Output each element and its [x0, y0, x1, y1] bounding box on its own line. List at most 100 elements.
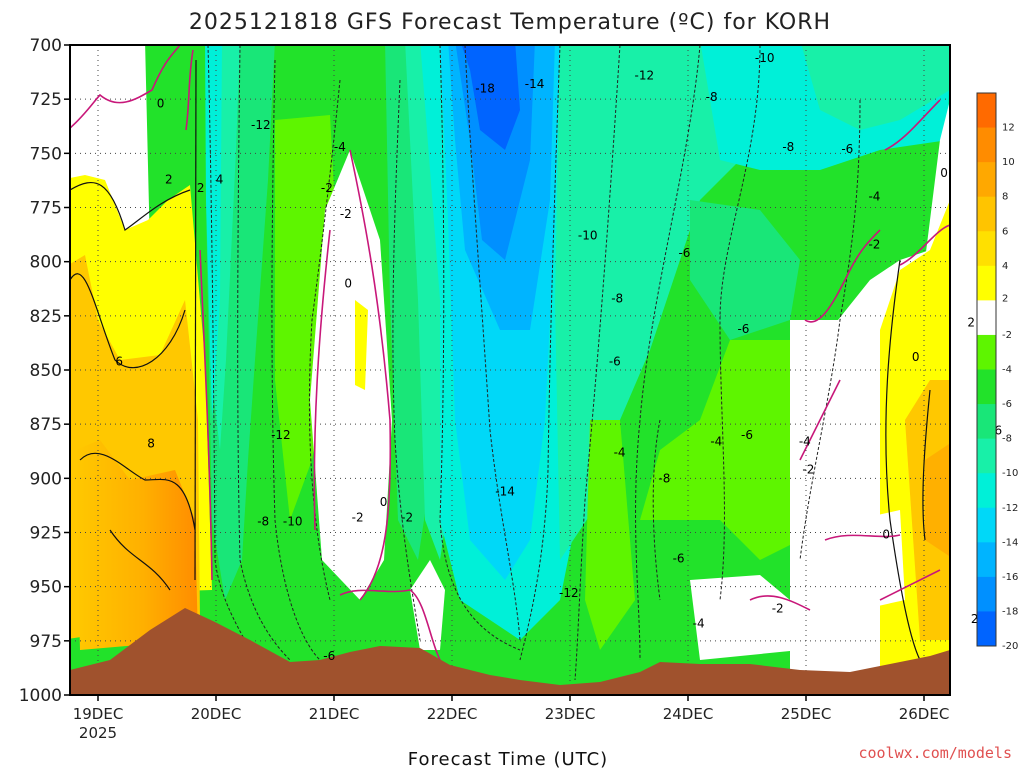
colorbar-swatch	[977, 369, 996, 405]
colorbar-label: -18	[1002, 606, 1018, 617]
colorbar-label: 2	[1002, 293, 1008, 304]
colorbar-label: 8	[1002, 192, 1008, 203]
x-tick-label: 19DEC	[73, 705, 124, 723]
colorbar-label: -10	[1002, 468, 1018, 479]
contour-label: -4	[868, 190, 880, 204]
colorbar-swatch	[977, 162, 996, 198]
colorbar-frame	[976, 92, 997, 647]
y-tick-label: 725	[30, 90, 62, 110]
contour-label: -4	[693, 617, 705, 631]
contour-label: 8	[147, 437, 155, 451]
y-tick-label: 825	[30, 307, 62, 327]
freezing-isotherms	[70, 45, 950, 661]
contour-label: -2	[802, 463, 814, 477]
y-tick-label: 925	[30, 524, 62, 544]
contour-label: 6	[995, 424, 1003, 438]
contour-label: -4	[799, 435, 811, 449]
y-tick-label: 775	[30, 199, 62, 219]
contour-label: -8	[611, 292, 623, 306]
colorbar-swatch	[977, 93, 996, 129]
colorbar-label: 12	[1002, 123, 1015, 134]
contour-label: 2	[165, 172, 173, 186]
contour-label: -2	[401, 510, 413, 524]
site-credit[interactable]: coolwx.com/models	[858, 744, 1012, 762]
contour-label: -12	[635, 68, 655, 82]
contour-label: 0	[380, 495, 388, 509]
contour-label: -2	[340, 207, 352, 221]
y-tick-label: 900	[30, 469, 62, 489]
colorbar-swatch	[977, 196, 996, 232]
contour-label: -6	[841, 142, 853, 156]
colorbar-swatch	[977, 231, 996, 267]
colorbar: 12 10 8 6 4 2 -2 -4 -6 -8 -10 -12 -14 -16 -18 -20	[976, 92, 1018, 652]
colorbar-swatch	[977, 404, 996, 440]
colorbar-swatch	[977, 438, 996, 474]
contour-label: -12	[559, 586, 579, 600]
colorbar-label: -12	[1002, 503, 1018, 514]
contour-label: -2	[321, 181, 333, 195]
contour-label: -6	[609, 354, 621, 368]
contour-label: 2	[197, 181, 205, 195]
contour-label: -6	[323, 649, 335, 663]
colorbar-label: -4	[1002, 365, 1012, 376]
y-tick-label: 750	[30, 144, 62, 164]
colorbar-label: -14	[1002, 537, 1018, 548]
contour-label: 0	[344, 276, 352, 290]
x-tick-label: 25DEC	[781, 705, 832, 723]
colorbar-swatch	[977, 127, 996, 163]
colorbar-swatch	[977, 576, 996, 612]
gridlines	[70, 44, 950, 696]
contour-label: -10	[283, 515, 303, 529]
contour-label: 0	[882, 528, 890, 542]
x-axis-title: Forecast Time (UTC)	[408, 749, 608, 768]
contour-label: -8	[782, 140, 794, 154]
terrain	[70, 608, 950, 695]
colorbar-swatch	[977, 265, 996, 301]
y-tick-label: 1000	[19, 686, 62, 706]
contour-label: -2	[772, 601, 784, 615]
x-tick-label: 20DEC	[191, 705, 242, 723]
contour-label: -12	[271, 428, 291, 442]
contour-label: -18	[475, 81, 495, 95]
contour-label: -2	[868, 237, 880, 251]
contour-label: -6	[741, 428, 753, 442]
colorbar-swatch	[977, 300, 996, 336]
contour-label: -6	[737, 322, 749, 336]
contour-label: -6	[678, 246, 690, 260]
colorbar-label: -16	[1002, 572, 1018, 583]
y-axis: 700 725 750 775 800 825 850 875 900 925 950 975 1000	[19, 36, 70, 706]
colorbar-swatch	[977, 611, 996, 647]
contour-label: -4	[334, 140, 346, 154]
temperature-field	[70, 45, 950, 695]
x-tick-label: 21DEC	[309, 705, 360, 723]
contour-label: -4	[614, 445, 626, 459]
x-axis-year: 2025	[79, 724, 117, 742]
x-axis: 19DEC 20DEC 21DEC 22DEC 23DEC 24DEC 25DEC 26DEC	[73, 695, 949, 723]
y-tick-label: 875	[30, 415, 62, 435]
contour-label: -6	[673, 552, 685, 566]
colorbar-label: -20	[1002, 641, 1018, 652]
colorbar-label: 10	[1002, 157, 1015, 168]
colorbar-label: -6	[1002, 399, 1012, 410]
contour-label: -10	[755, 51, 775, 65]
contour-label: -8	[257, 515, 269, 529]
contour-label: -10	[578, 229, 598, 243]
contour-label: 2	[971, 612, 979, 626]
contour-label: 2	[967, 315, 975, 329]
contour-label: 6	[115, 354, 123, 368]
contour-label: -12	[251, 118, 271, 132]
colorbar-swatch	[977, 542, 996, 578]
contour-label: -2	[352, 510, 364, 524]
x-tick-label: 22DEC	[427, 705, 478, 723]
colorbar-label: 4	[1002, 261, 1008, 272]
x-tick-label: 24DEC	[663, 705, 714, 723]
contour-label: -8	[706, 90, 718, 104]
colorbar-label: -2	[1002, 330, 1012, 341]
y-tick-label: 975	[30, 632, 62, 652]
x-tick-label: 23DEC	[545, 705, 596, 723]
y-tick-label: 850	[30, 361, 62, 381]
y-tick-label: 800	[30, 253, 62, 273]
colorbar-swatch	[977, 473, 996, 509]
contour-label: -4	[710, 435, 722, 449]
contour-label: 0	[157, 97, 165, 111]
